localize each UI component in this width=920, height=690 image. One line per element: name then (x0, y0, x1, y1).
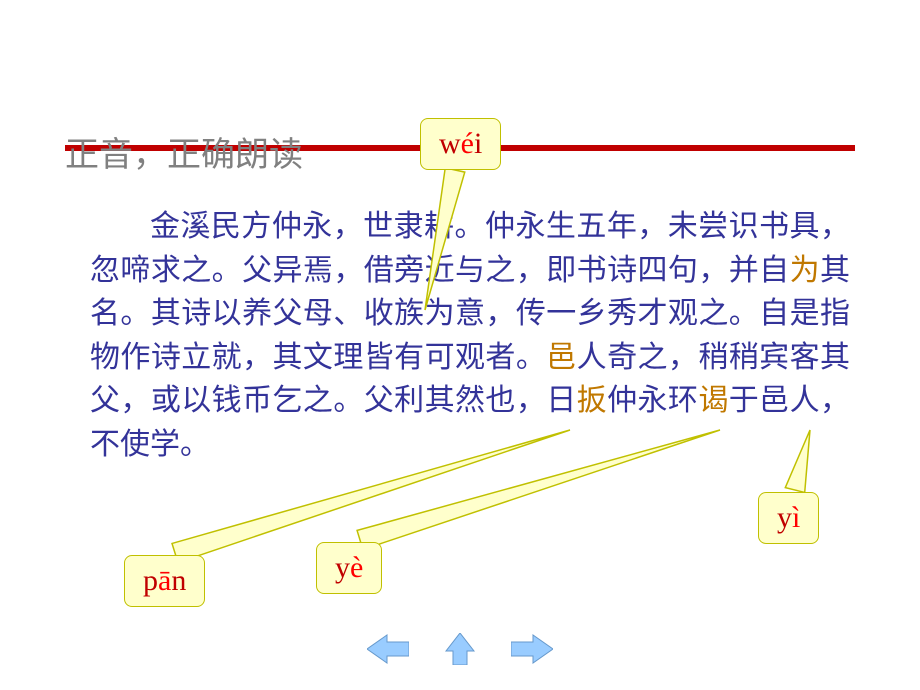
nav-arrows (367, 633, 553, 670)
nav-next-icon[interactable] (511, 633, 553, 670)
pinyin-callout-wei: wéi (420, 118, 501, 170)
highlight-char: 邑 (546, 341, 576, 374)
pinyin-callout-yi: yì (758, 492, 819, 544)
pinyin-callout-pan: pān (124, 555, 205, 607)
pinyin-accent: ā (158, 564, 171, 597)
body-run: 金溪民方仲永，世隶耕。仲永生五年，未尝识书具，忽啼求之。父异焉，借旁近与之，即书… (90, 210, 850, 287)
pinyin-accent: ì (792, 501, 800, 534)
highlight-char: 为 (790, 254, 820, 287)
highlight-char: 谒 (698, 384, 728, 417)
pinyin-char: i (474, 127, 482, 160)
pinyin-char: p (143, 564, 158, 597)
highlight-char: 扳 (577, 384, 607, 417)
pinyin-accent: é (461, 127, 474, 160)
pinyin-char: y (777, 501, 792, 534)
pinyin-char: n (171, 564, 186, 597)
nav-up-icon[interactable] (439, 633, 481, 670)
pinyin-char: w (439, 127, 461, 160)
pinyin-char: y (335, 551, 350, 584)
body-run: 仲永环 (607, 384, 698, 417)
body-paragraph: 金溪民方仲永，世隶耕。仲永生五年，未尝识书具，忽啼求之。父异焉，借旁近与之，即书… (90, 205, 850, 466)
page-title: 正音，正确朗读 (65, 127, 303, 176)
body-text: 金溪民方仲永，世隶耕。仲永生五年，未尝识书具，忽啼求之。父异焉，借旁近与之，即书… (90, 205, 850, 466)
pinyin-accent: è (350, 551, 363, 584)
nav-prev-icon[interactable] (367, 633, 409, 670)
pinyin-callout-ye: yè (316, 542, 382, 594)
